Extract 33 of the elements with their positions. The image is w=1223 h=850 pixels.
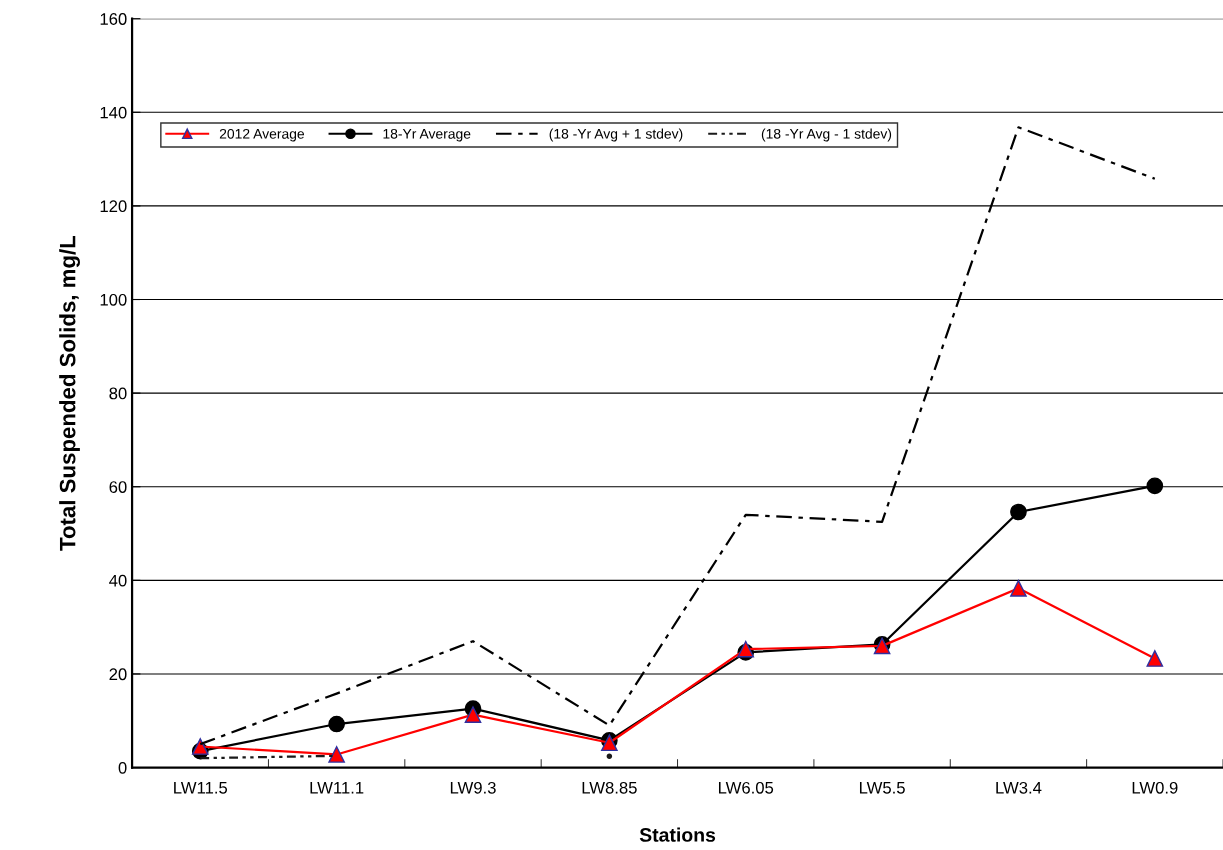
y-tick-label: 60 [109,481,127,493]
x-tick-label: LW11.1 [310,782,364,794]
y-tick-label: 140 [100,106,127,119]
legend-label: (18 -Yr Avg - 1 stdev) [761,128,892,142]
x-tick-label: LW6.05 [718,781,774,794]
y-tick-label: 120 [100,200,127,213]
x-tick-label: LW9.3 [450,781,496,794]
y-axis-title: Total Suspended Solids, mg/L [59,235,80,551]
y-tick-label: 20 [109,668,127,681]
y-tick-label: 0 [118,761,127,774]
x-tick-label: LW0.9 [1132,781,1178,794]
legend-label: 18-Yr Average [383,128,471,142]
point [1010,503,1027,521]
legend-label: 2012 Average [219,128,305,142]
point [1010,579,1027,597]
point [737,640,755,658]
point [191,738,209,755]
legend-label: (18 -Yr Avg + 1 stdev) [549,128,683,142]
point [328,715,345,733]
x-tick-label: LW8.85 [582,781,637,794]
y-tick-label: 80 [109,387,127,400]
x-tick-label: LW11.5 [174,782,228,794]
point [1146,650,1164,667]
y-tick-label: 40 [109,574,127,587]
point [464,706,482,723]
y-tick-label: 100 [100,293,127,306]
x-tick-label: LW3.4 [996,781,1042,794]
point [1146,477,1164,495]
y-tick-label: 160 [100,13,127,25]
point [328,746,345,763]
x-axis-title: Stations [639,827,716,842]
x-tick-label: LW5.5 [859,782,905,794]
point [606,753,613,760]
